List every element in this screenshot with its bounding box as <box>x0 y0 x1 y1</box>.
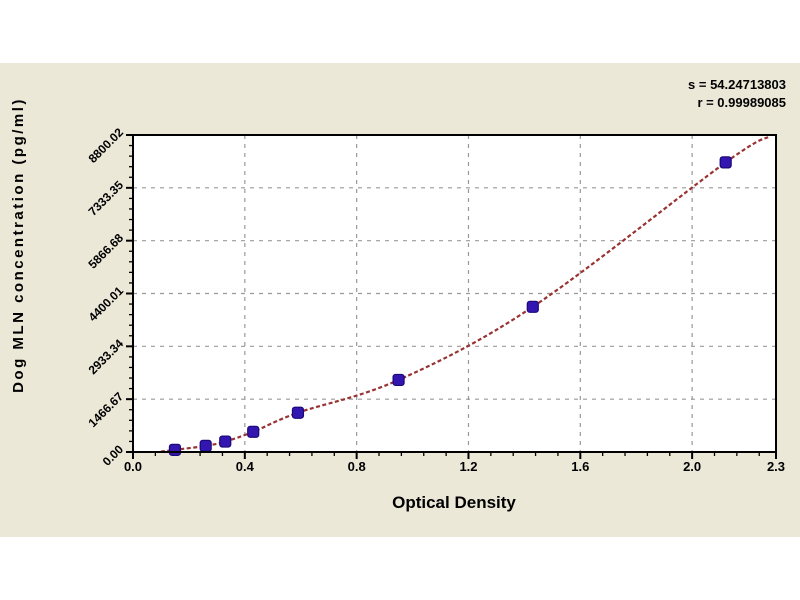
data-point-marker <box>247 425 260 438</box>
x-tick-label: 1.2 <box>459 459 477 474</box>
data-point-marker <box>199 439 212 452</box>
x-tick-label: 2.3 <box>767 459 785 474</box>
x-tick-label: 0.8 <box>348 459 366 474</box>
y-axis-title: Dog MLN concentration (pg/ml) <box>10 97 27 393</box>
plot-area <box>133 135 776 452</box>
x-tick-label: 0.4 <box>236 459 255 474</box>
data-point-marker <box>219 435 232 448</box>
data-point-marker <box>719 156 732 169</box>
data-point-marker <box>168 443 182 456</box>
data-point-marker <box>291 406 305 419</box>
data-point-marker <box>392 373 405 387</box>
gridlines <box>133 135 776 452</box>
fit-coefficient-annotation: s = 54.24713803 <box>688 77 786 92</box>
correlation-annotation: r = 0.99989085 <box>697 95 786 110</box>
x-tick-label: 1.6 <box>571 459 589 474</box>
plot-border <box>132 134 777 453</box>
x-axis-title: Optical Density <box>392 493 516 512</box>
x-tick-label: 2.0 <box>683 459 701 474</box>
x-tick-label: 0.0 <box>124 459 142 474</box>
data-point-marker <box>526 300 539 313</box>
